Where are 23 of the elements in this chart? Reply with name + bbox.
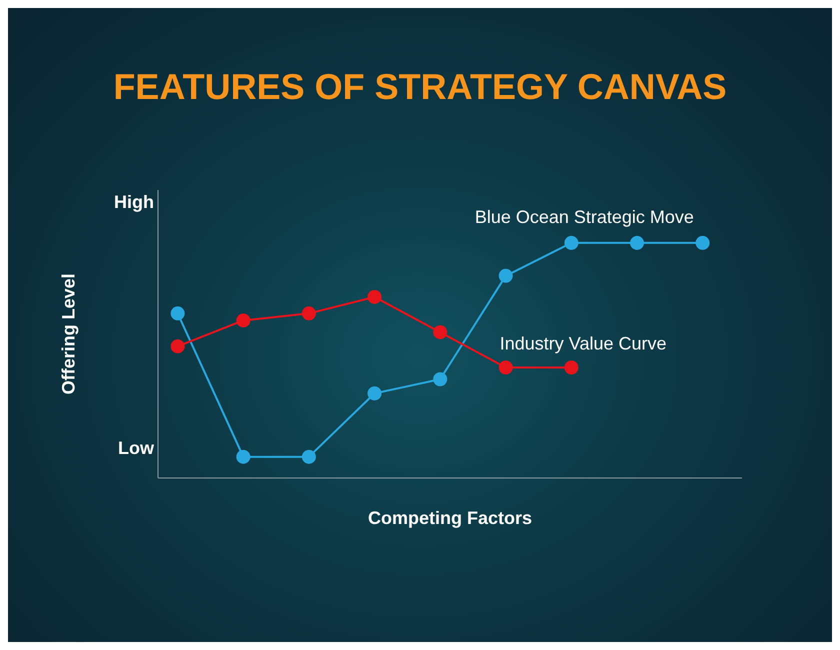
point <box>564 360 578 374</box>
x-axis-title: Competing Factors <box>368 508 532 528</box>
point <box>696 236 710 250</box>
point <box>302 450 316 464</box>
point <box>368 290 382 304</box>
point <box>170 306 185 320</box>
point <box>170 339 185 354</box>
series-label: Industry Value Curve <box>500 334 667 354</box>
point <box>236 450 250 464</box>
point <box>236 313 250 328</box>
point <box>433 372 448 386</box>
chart-title: FEATURES OF STRATEGY CANVAS <box>112 66 728 108</box>
point <box>564 236 578 250</box>
text: Low <box>117 438 154 459</box>
point <box>630 236 644 250</box>
series-label: Blue Ocean Strategic Move <box>474 206 694 227</box>
point <box>433 325 448 340</box>
y-axis-title: Offering Level <box>58 273 78 395</box>
point <box>302 306 316 320</box>
point <box>498 268 513 283</box>
point <box>368 386 382 400</box>
text: High <box>113 192 154 213</box>
point <box>498 360 513 374</box>
